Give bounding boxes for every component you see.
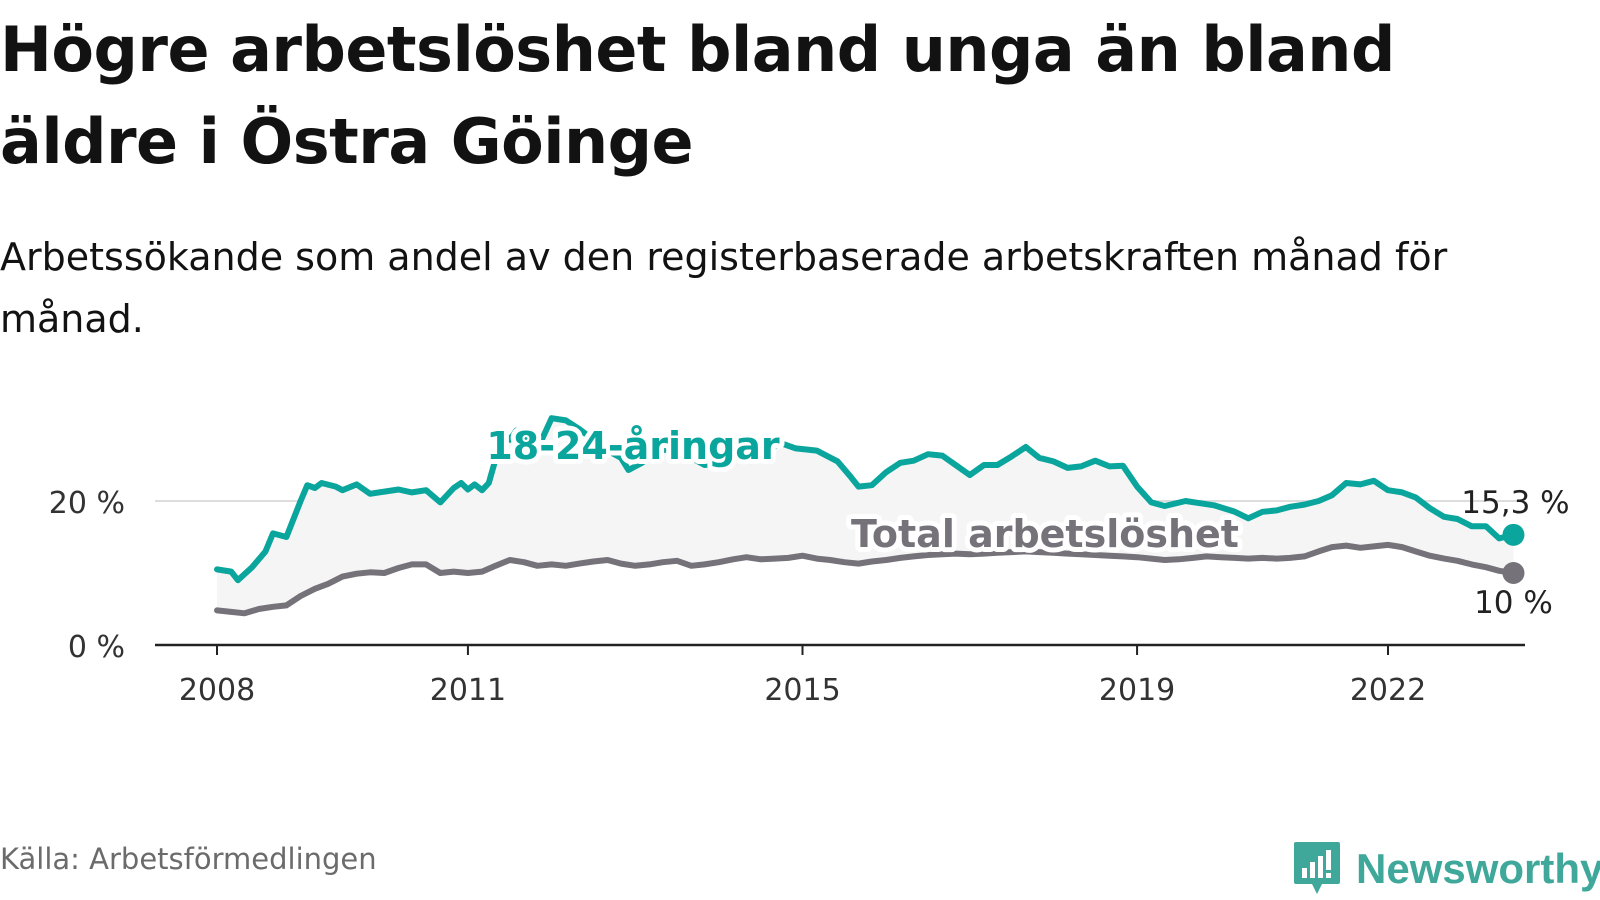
series-label-youth: 18-24-åringar xyxy=(486,424,780,468)
y-tick-label: 0 % xyxy=(68,630,125,665)
newsworthy-logo[interactable]: Newsworthy xyxy=(1292,840,1600,898)
end-point-youth xyxy=(1502,523,1525,546)
chart-subtitle: Arbetssökande som andel av den registerb… xyxy=(0,235,1448,341)
bar-chart-speech-icon xyxy=(1294,842,1340,894)
label-layer: 15,3 % 10 % 18-24-åringar Total arbetslöshe… xyxy=(481,419,1569,621)
x-tick-label: 2022 xyxy=(1350,673,1426,708)
brand-name: Newsworthy xyxy=(1356,845,1600,892)
end-label-youth: 15,3 % xyxy=(1461,485,1569,521)
end-label-total: 10 % xyxy=(1474,585,1553,621)
x-tick-label: 2011 xyxy=(430,673,506,708)
y-tick-label: 20 % xyxy=(49,486,125,521)
x-tick-label: 2015 xyxy=(764,673,840,708)
source-note: Källa: Arbetsförmedlingen xyxy=(0,842,377,876)
series-layer xyxy=(214,415,1525,617)
x-tick-label: 2008 xyxy=(179,673,255,708)
series-label-total: Total arbetslöshet xyxy=(851,512,1239,556)
axis-layer: 0 % 20 % 2008 2011 2015 2019 2022 xyxy=(49,486,1525,708)
series-line-total xyxy=(214,541,1517,617)
end-point-total xyxy=(1502,562,1525,584)
series-line-youth xyxy=(214,415,1517,584)
chart-title: Högre arbetslöshet bland unga än bland ä… xyxy=(0,13,1395,178)
x-tick-label: 2019 xyxy=(1099,673,1175,708)
